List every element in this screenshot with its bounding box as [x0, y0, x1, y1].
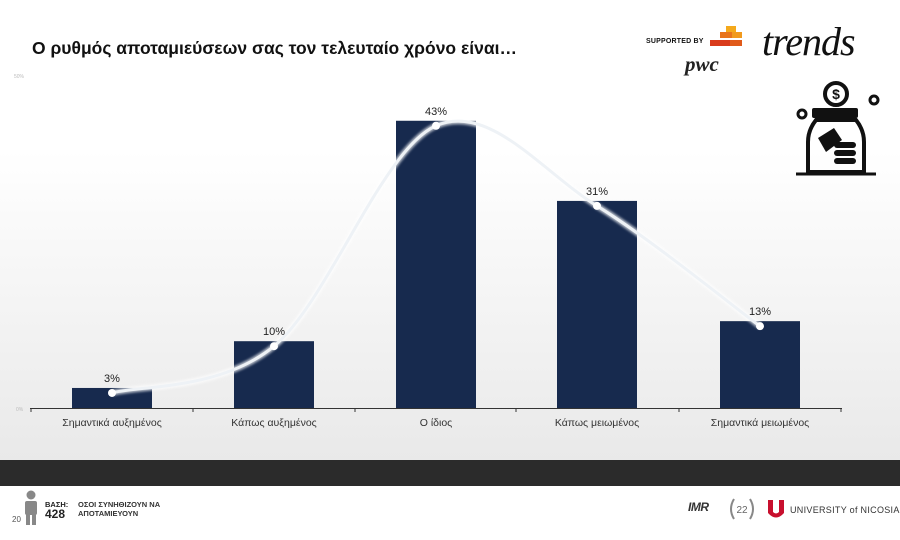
value-label-3: 31%	[586, 186, 608, 198]
person-icon	[25, 490, 37, 525]
value-label-4: 13%	[749, 306, 771, 318]
curve-point-0	[108, 388, 116, 397]
laurel-badge-icon: 22	[730, 498, 754, 520]
trends-logo: trends	[762, 19, 856, 64]
pwc-logo-text: pwc	[685, 52, 719, 76]
value-label-2: 43%	[425, 106, 447, 118]
base-description: ΟΣΟΙ ΣΥΝΗΘΙΖΟΥΝ ΝΑ ΑΠΟΤΑΜΙΕΥΟΥΝ	[78, 500, 161, 518]
money-jar-icon: $	[796, 81, 880, 176]
pwc-logo-icon	[710, 26, 742, 46]
x-tick-label-1: Κάπως αυξημένος	[231, 417, 316, 429]
university-name: UNIVERSITY of NICOSIA	[790, 505, 900, 515]
x-tick-label-4: Σημαντικά μειωμένος	[711, 417, 809, 429]
bar-0	[72, 387, 152, 408]
x-tick-label-3: Κάπως μειωμένος	[555, 417, 639, 429]
curve-point-4	[756, 322, 764, 331]
university-logo-icon	[768, 500, 784, 518]
bar-chart: 50% 0% 3% 10% 43% 31% 13% Σημαντικά αυξημένο…	[14, 74, 842, 429]
value-label-1: 10%	[263, 326, 285, 338]
supported-by-label: SUPPORTED BY	[646, 38, 704, 45]
bar-3	[557, 200, 637, 408]
base-label: ΒΑΣΗ:	[45, 500, 69, 509]
bar-4	[720, 321, 800, 408]
value-label-0: 3%	[104, 373, 120, 385]
imr-logo: IMR	[688, 500, 709, 514]
footer	[0, 486, 900, 540]
curve-point-3	[593, 201, 601, 210]
x-tick-label-2: Ο ίδιος	[420, 417, 453, 429]
y-tick-label-max: 50%	[14, 74, 25, 80]
x-tick-label-0: Σημαντικά αυξημένος	[62, 417, 162, 429]
bar-2	[396, 120, 476, 408]
base-value: 428	[45, 507, 66, 521]
curve-point-1	[270, 342, 278, 351]
curve-point-2	[432, 121, 440, 130]
bar-1	[234, 341, 314, 408]
page-number: 20	[12, 515, 21, 524]
svg-text:$: $	[832, 86, 840, 102]
y-tick-label-min: 0%	[16, 407, 24, 413]
footer-band	[0, 460, 900, 486]
svg-text:22: 22	[736, 505, 748, 516]
page-title: Ο ρυθμός αποταμιεύσεων σας τον τελευταίο…	[32, 38, 518, 58]
